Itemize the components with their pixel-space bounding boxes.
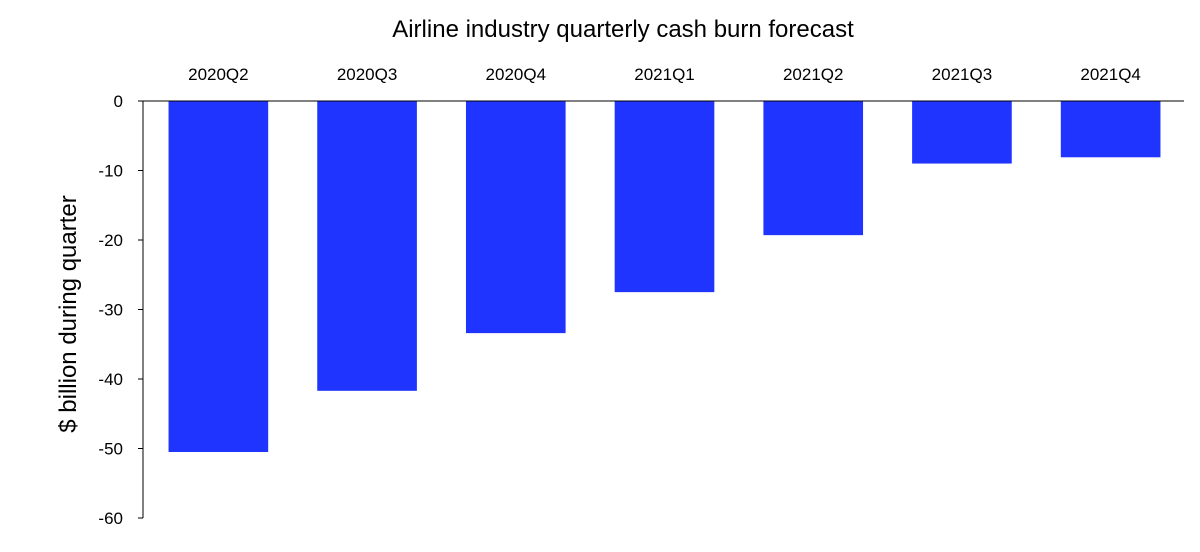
x-tick-label: 2021Q2 (783, 65, 844, 84)
bar-2021Q1 (614, 101, 715, 293)
y-tick-label: -20 (98, 231, 123, 250)
x-tick-label: 2021Q4 (1080, 65, 1141, 84)
y-tick-label: -60 (98, 509, 123, 528)
chart-title: Airline industry quarterly cash burn for… (392, 16, 854, 43)
bar-2020Q2 (168, 101, 269, 452)
x-tick-label: 2020Q2 (188, 65, 249, 84)
y-axis-label: $ billion during quarter (55, 195, 82, 432)
bar-2021Q2 (763, 101, 864, 236)
bar-2020Q4 (465, 101, 566, 334)
x-tick-label: 2020Q3 (337, 65, 398, 84)
bars-group (168, 101, 1161, 452)
bar-2021Q4 (1060, 101, 1161, 158)
y-tick-label: 0 (114, 92, 123, 111)
x-tick-label: 2021Q1 (634, 65, 695, 84)
bar-2021Q3 (912, 101, 1012, 164)
x-tick-labels: 2020Q2 2020Q3 2020Q4 2021Q1 2021Q2 2021Q3 2021… (188, 65, 1141, 84)
y-tick-label: -40 (98, 370, 123, 389)
x-tick-label: 2021Q3 (932, 65, 993, 84)
y-tick-label: -30 (98, 301, 123, 320)
y-tick-label: -50 (98, 440, 123, 459)
y-tick-label: -10 (98, 162, 123, 181)
x-tick-label: 2020Q4 (486, 65, 547, 84)
y-axis-ticks: 0 -10 -20 -30 -40 -50 -60 (98, 92, 143, 528)
bar-2020Q3 (317, 101, 417, 391)
